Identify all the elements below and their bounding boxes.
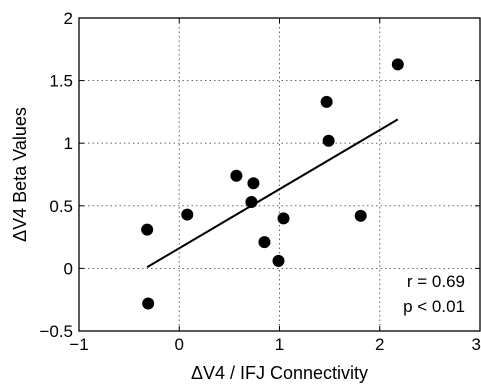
y-tick-label: 1 bbox=[64, 134, 73, 153]
annotation-r: r = 0.69 bbox=[407, 272, 465, 291]
y-tick-label: 1.5 bbox=[49, 72, 73, 91]
x-tick-label: 1 bbox=[275, 335, 284, 354]
y-tick-label: 0 bbox=[64, 259, 73, 278]
data-point bbox=[141, 223, 154, 236]
regression-line bbox=[146, 118, 399, 269]
fit-line-layer bbox=[146, 118, 399, 269]
axis-ticks: −1 0 1 2 3 −0.5 0 0.5 1 1.5 2 bbox=[39, 9, 481, 354]
data-point bbox=[247, 177, 260, 190]
data-point bbox=[391, 58, 404, 71]
data-points bbox=[141, 58, 404, 310]
data-point bbox=[258, 236, 271, 249]
data-point bbox=[181, 208, 194, 221]
data-point bbox=[230, 169, 243, 182]
data-point bbox=[322, 134, 335, 147]
x-tick-label: 2 bbox=[375, 335, 384, 354]
y-axis-title: ΔV4 Beta Values bbox=[10, 107, 30, 242]
y-tick-label: −0.5 bbox=[39, 322, 73, 341]
data-point bbox=[245, 196, 258, 209]
x-tick-label: 0 bbox=[175, 335, 184, 354]
x-tick-label: 3 bbox=[472, 335, 481, 354]
data-point bbox=[142, 297, 155, 310]
data-point bbox=[277, 212, 290, 225]
x-axis-title: ΔV4 / IFJ Connectivity bbox=[191, 363, 368, 383]
data-point bbox=[354, 209, 367, 222]
grid-lines bbox=[79, 18, 480, 331]
x-tick-label: −1 bbox=[69, 335, 88, 354]
data-point bbox=[272, 254, 285, 267]
annotation-p: p < 0.01 bbox=[403, 297, 465, 316]
data-point bbox=[320, 95, 333, 108]
y-tick-label: 0.5 bbox=[49, 197, 73, 216]
y-tick-label: 2 bbox=[64, 9, 73, 28]
